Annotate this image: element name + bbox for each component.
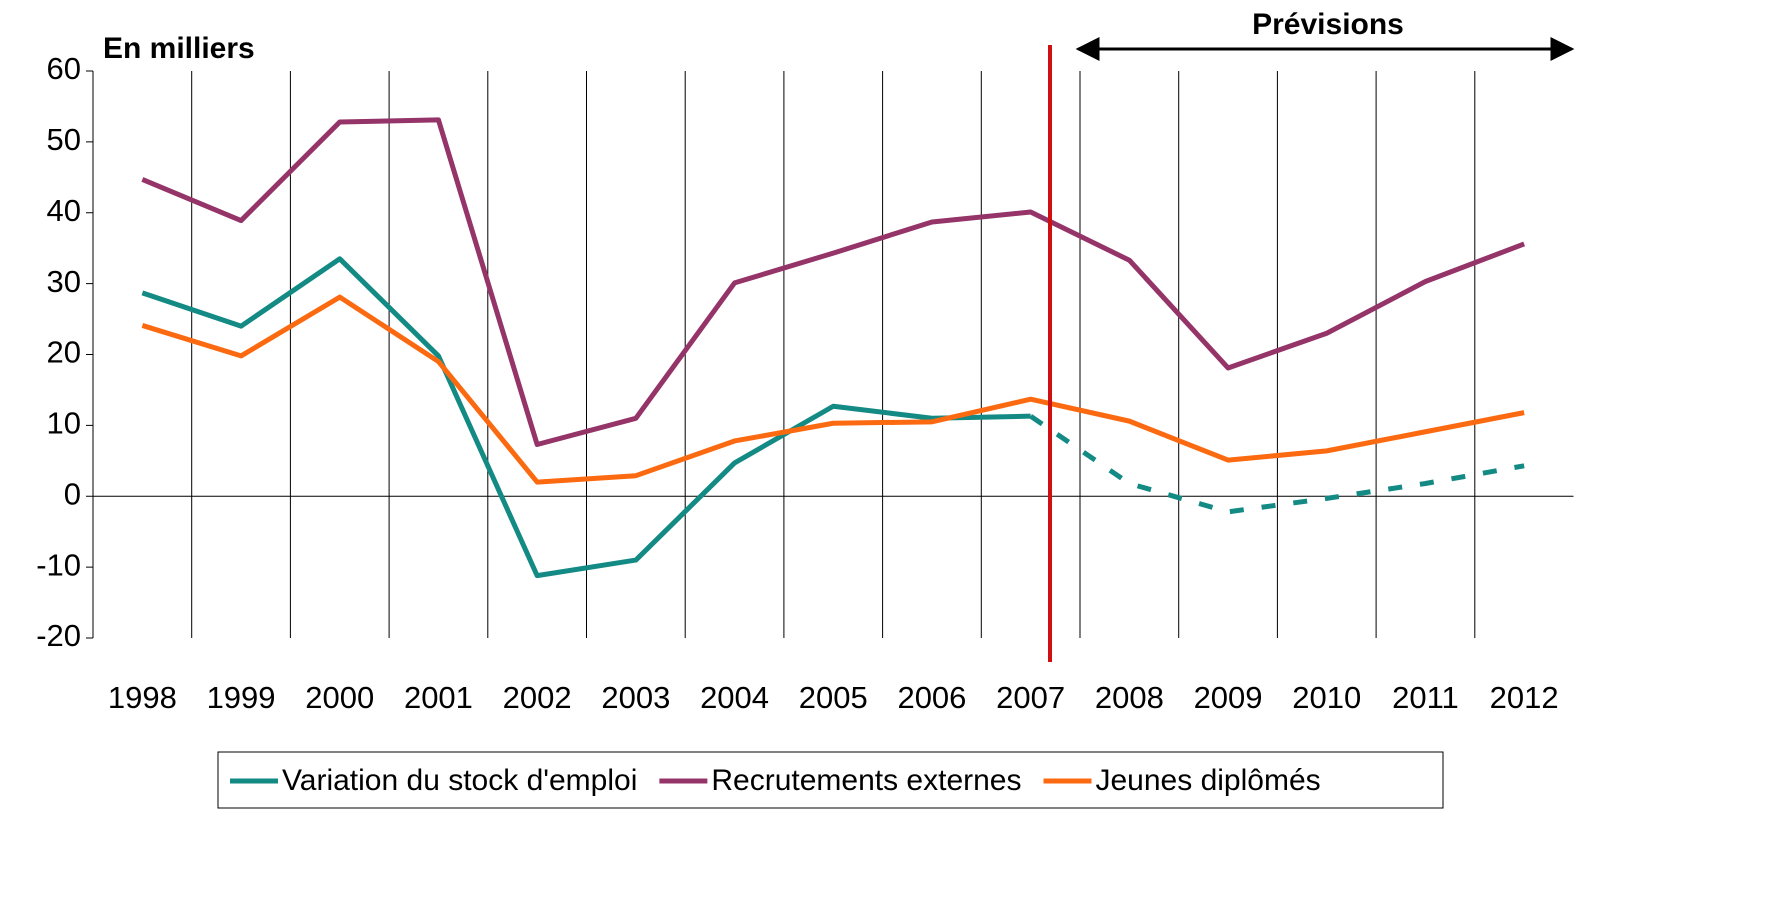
y-tick-label: 40 — [47, 193, 81, 228]
x-tick-label: 2011 — [1392, 680, 1459, 715]
x-tick-label: 2003 — [601, 680, 670, 715]
y-tick-label: 60 — [47, 51, 81, 86]
x-tick-label: 1999 — [207, 680, 276, 715]
x-tick-label: 2001 — [404, 680, 473, 715]
legend: Variation du stock d'emploi Recrutements … — [230, 764, 1321, 797]
y-tick-label: 50 — [47, 122, 81, 157]
x-tick-label: 2009 — [1194, 680, 1263, 715]
plot: -20 -10 0 10 20 30 40 50 60 1998 1999 2000 2001 2002 2… — [36, 51, 1574, 715]
legend-label: Variation du stock d'emploi — [282, 764, 637, 797]
x-tick-label: 2010 — [1292, 680, 1361, 715]
chart-title: En milliers — [103, 32, 255, 65]
x-tick-label: 1998 — [108, 680, 177, 715]
x-tick-label: 2004 — [700, 680, 769, 715]
y-tick-label: -10 — [36, 547, 81, 582]
series-line — [1029, 414, 1525, 515]
y-tick-label: 0 — [64, 476, 81, 511]
x-tick-label: 2005 — [799, 680, 868, 715]
y-tick-label: -20 — [36, 618, 81, 653]
x-tick-label: 2007 — [996, 680, 1065, 715]
legend-box — [217, 751, 1444, 809]
y-tick-label: 30 — [47, 264, 81, 299]
legend-label: Recrutements externes — [711, 764, 1021, 797]
x-tick-label: 2008 — [1095, 680, 1164, 715]
series-line — [141, 117, 1526, 448]
series-line — [141, 294, 1525, 485]
x-tick-label: 2012 — [1490, 680, 1559, 715]
y-tick-label: 20 — [47, 335, 81, 370]
y-tick-label: 10 — [47, 406, 81, 441]
x-tick-label: 2000 — [305, 680, 374, 715]
legend-label: Jeunes diplômés — [1096, 764, 1321, 797]
x-tick-label: 2006 — [897, 680, 966, 715]
x-tick-label: 2002 — [503, 680, 572, 715]
annotation: Prévisions — [1252, 8, 1404, 41]
series-line — [141, 256, 1031, 579]
